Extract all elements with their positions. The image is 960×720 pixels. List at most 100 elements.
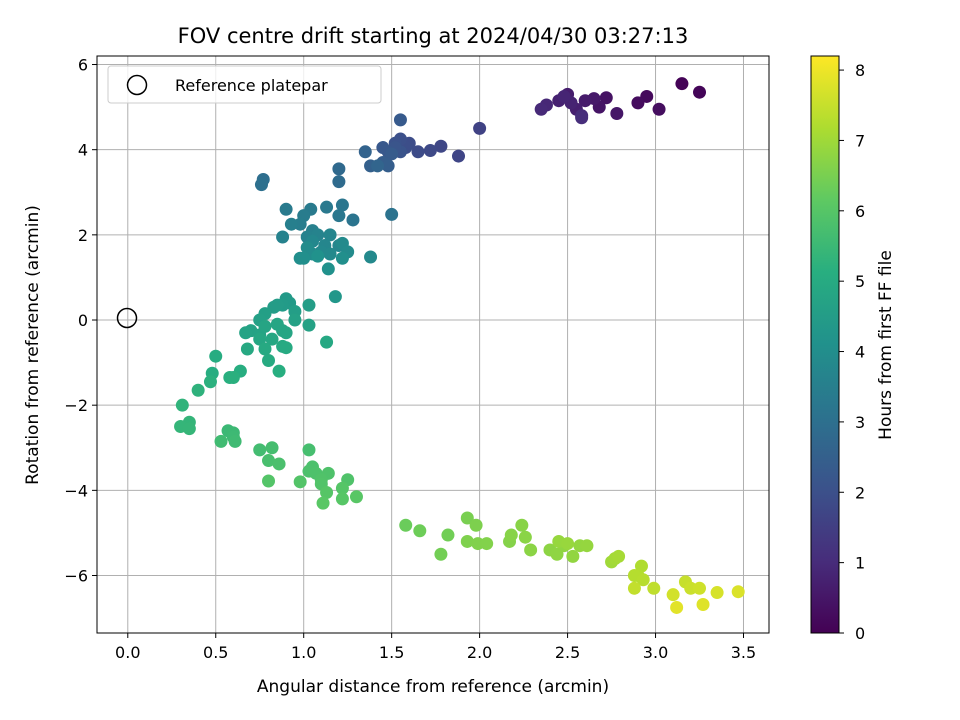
data-point [323, 228, 337, 242]
colorbar-ticks: 0 1 2 3 4 5 6 7 8 [839, 61, 865, 643]
data-point [265, 441, 279, 455]
legend-marker-icon [126, 74, 148, 96]
data-point [393, 113, 407, 127]
data-point [675, 77, 689, 91]
colorbar-frame [810, 55, 840, 634]
x-tick-label: 0.5 [203, 643, 228, 662]
data-point [480, 537, 494, 551]
data-point [518, 530, 532, 544]
data-point [311, 249, 325, 263]
colorbar-tick-label: 3 [855, 413, 865, 432]
legend-box [107, 65, 382, 104]
grid [97, 56, 769, 633]
data-point [258, 319, 272, 333]
data-point [441, 528, 455, 542]
data-point [524, 543, 538, 557]
data-point [214, 434, 228, 448]
y-tick-label: 4 [78, 141, 88, 160]
y-tick-label: 2 [78, 226, 88, 245]
data-point [371, 159, 385, 173]
data-point [191, 383, 205, 397]
data-point [279, 326, 293, 340]
data-point [434, 547, 448, 561]
data-point [710, 586, 724, 600]
y-tick-label: −6 [64, 567, 88, 586]
data-point [323, 247, 337, 261]
data-point [534, 102, 548, 116]
data-point [258, 342, 272, 356]
data-point [575, 111, 589, 125]
y-axis-label: Rotation from reference (arcmin) [23, 205, 43, 485]
plot-frame [96, 55, 770, 634]
data-point [253, 443, 267, 457]
colorbar-tick-label: 6 [855, 202, 865, 221]
data-point [272, 364, 286, 378]
data-point [580, 539, 594, 553]
data-point [254, 178, 268, 192]
data-point [182, 422, 196, 436]
data-point [265, 332, 279, 346]
data-point [262, 353, 276, 367]
data-point [411, 145, 425, 159]
data-point [226, 371, 240, 385]
x-tick-label: 3.0 [643, 643, 668, 662]
data-point [175, 398, 189, 412]
colorbar: 0 1 2 3 4 5 6 7 8 Hours from first FF file [810, 55, 896, 643]
legend: Reference platepar [107, 65, 382, 104]
data-point [335, 251, 349, 265]
data-point [302, 318, 316, 332]
data-point [349, 490, 363, 504]
data-point [335, 481, 349, 495]
data-point [270, 317, 284, 331]
data-point [385, 147, 399, 161]
data-point [670, 600, 684, 614]
y-tick-label: −2 [64, 396, 88, 415]
data-point [228, 434, 242, 448]
x-tick-label: 2.0 [467, 643, 492, 662]
y-tick-label: 6 [78, 56, 88, 75]
data-point [293, 475, 307, 489]
data-point [302, 298, 316, 312]
data-point [460, 534, 474, 548]
data-point [385, 207, 399, 221]
data-point [557, 89, 571, 103]
colorbar-tick-label: 2 [855, 483, 865, 502]
data-point [346, 213, 360, 227]
data-point [262, 474, 276, 488]
data-point [364, 250, 378, 264]
data-point [631, 96, 645, 110]
data-point [239, 326, 253, 340]
data-point [504, 528, 518, 542]
data-point [693, 85, 707, 99]
data-point [335, 492, 349, 506]
data-point [320, 485, 334, 499]
y-tick-label: −4 [64, 481, 88, 500]
data-point [599, 91, 613, 105]
data-point [262, 454, 276, 468]
data-point [469, 518, 483, 532]
data-point [578, 94, 592, 108]
chart-title: FOV centre drift starting at 2024/04/30 … [178, 24, 689, 48]
data-point [636, 573, 650, 587]
data-point [284, 217, 298, 231]
colorbar-tick-label: 5 [855, 272, 865, 291]
legend-entry-reference-platepar: Reference platepar [175, 76, 328, 95]
data-point [473, 121, 487, 135]
x-tick-label: 1.5 [379, 643, 404, 662]
data-point [561, 537, 575, 551]
x-tick-label: 2.5 [555, 643, 580, 662]
data-point [302, 443, 316, 457]
x-tick-label: 1.0 [291, 643, 316, 662]
data-point [652, 102, 666, 116]
data-point [321, 262, 335, 276]
colorbar-tick-label: 7 [855, 131, 865, 150]
data-point [320, 335, 334, 349]
data-point [240, 342, 254, 356]
data-point [731, 585, 745, 599]
data-point [452, 149, 466, 163]
data-point [666, 588, 680, 602]
data-point [612, 549, 626, 563]
colorbar-tick-label: 0 [855, 624, 865, 643]
data-point [209, 349, 223, 363]
